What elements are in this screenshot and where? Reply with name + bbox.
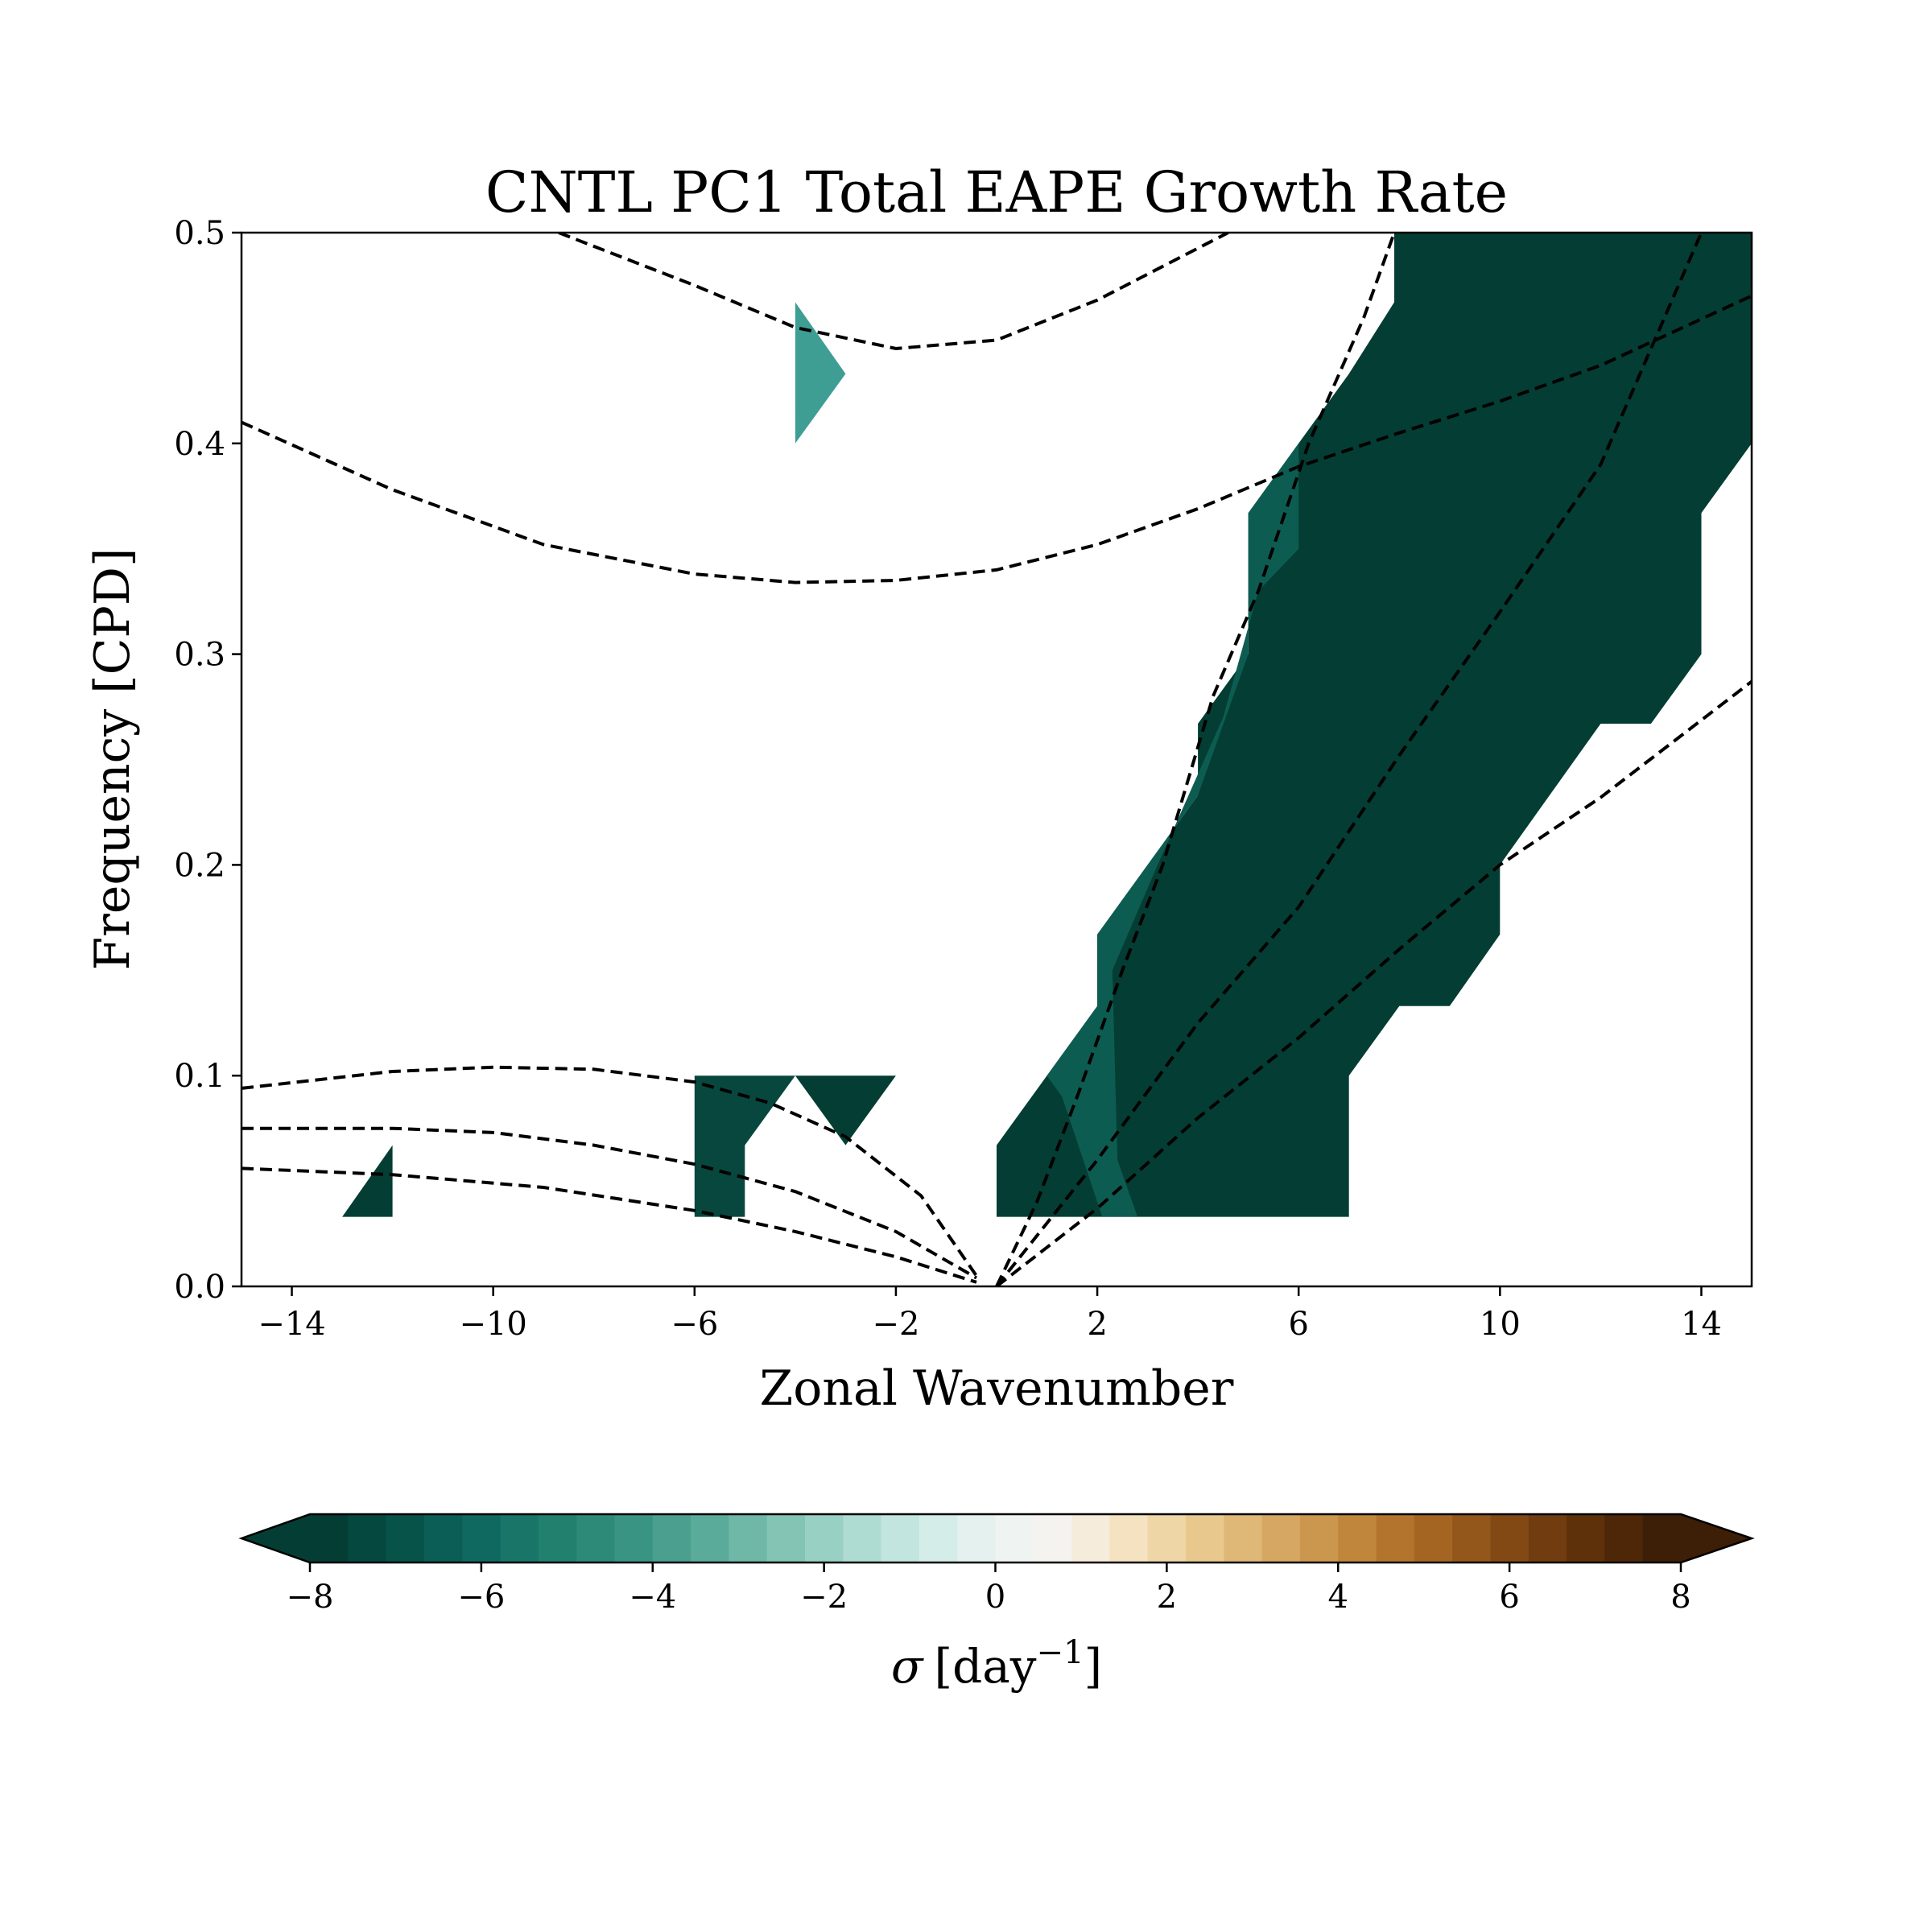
contour-region-5 [795, 302, 846, 444]
x-tick-label: 14 [1681, 1306, 1722, 1343]
colorbar-swatch [995, 1514, 1034, 1563]
colorbar-swatch [1147, 1514, 1187, 1563]
x-tick-label: −14 [258, 1306, 325, 1343]
y-tick-label: 0.1 [174, 1058, 225, 1095]
colorbar-swatch [1528, 1514, 1567, 1563]
colorbar-swatch [1567, 1514, 1605, 1563]
colorbar-label-unit: [day [934, 1639, 1036, 1694]
colorbar-swatch [1071, 1514, 1111, 1563]
dispersion-curve-3 [242, 1126, 977, 1280]
colorbar-swatch [310, 1514, 349, 1563]
colorbar-swatch [652, 1514, 691, 1563]
colorbar-swatch [386, 1514, 425, 1563]
dispersion-curve-0 [558, 233, 1229, 351]
colorbar-swatch [1186, 1514, 1224, 1563]
filled-contour-regions [342, 233, 1752, 1217]
y-tick-label: 0.4 [174, 426, 225, 463]
colorbar-swatch [1338, 1514, 1377, 1563]
colorbar-swatch [1033, 1514, 1072, 1563]
colorbar-swatch [1642, 1514, 1682, 1563]
dispersion-curves [242, 233, 1752, 1286]
colorbar-swatch [614, 1514, 654, 1563]
colorbar-swatch [766, 1514, 806, 1563]
contour-region-4 [795, 1075, 896, 1146]
colorbar-swatch [843, 1514, 882, 1563]
y-axis: 0.0 0.1 0.2 0.3 0.4 0.5 [174, 215, 242, 1306]
y-tick-label: 0.5 [174, 215, 225, 252]
colorbar-tick-label: −2 [800, 1579, 848, 1616]
colorbar-swatch [1490, 1514, 1530, 1563]
colorbar-swatch [691, 1514, 729, 1563]
colorbar [238, 1513, 1755, 1564]
colorbar-tick-label: 8 [1670, 1579, 1690, 1616]
x-axis: −14 −10 −6 −2 2 6 10 14 [258, 1286, 1722, 1343]
colorbar-extend-low [242, 1514, 310, 1563]
colorbar-swatch [881, 1514, 920, 1563]
colorbar-swatch [729, 1514, 768, 1563]
colorbar-tick-label: −8 [287, 1579, 334, 1616]
colorbar-swatch [1299, 1514, 1339, 1563]
y-axis-title: Frequency [CPD] [85, 548, 141, 971]
x-tick-label: 6 [1288, 1306, 1308, 1343]
colorbar-label-symbol: σ [891, 1639, 924, 1694]
colorbar-tick-label: 4 [1328, 1579, 1348, 1616]
x-axis-title: Zonal Wavenumber [760, 1360, 1234, 1417]
x-tick-label: −10 [459, 1306, 526, 1343]
colorbar-ticks: −8 −6 −4 −2 0 2 4 6 8 [287, 1563, 1691, 1616]
colorbar-swatch [957, 1514, 997, 1563]
dispersion-curve-7 [995, 680, 1752, 1286]
colorbar-label-close: ] [1084, 1639, 1103, 1694]
colorbar-label: σ [day−1] [891, 1634, 1102, 1694]
colorbar-swatch [1224, 1514, 1263, 1563]
colorbar-tick-label: 6 [1499, 1579, 1519, 1616]
dispersion-curve-1 [242, 294, 1752, 584]
colorbar-swatch [1109, 1514, 1149, 1563]
colorbar-swatch [1452, 1514, 1492, 1563]
colorbar-swatch [500, 1514, 539, 1563]
colorbar-swatch [919, 1514, 958, 1563]
colorbar-swatch [804, 1514, 844, 1563]
colorbar-swatch [462, 1514, 502, 1563]
x-tick-label: 2 [1087, 1306, 1107, 1343]
colorbar-extend-high [1681, 1514, 1752, 1563]
contour-region-3 [694, 1075, 795, 1217]
colorbar-swatch [538, 1514, 577, 1563]
colorbar-swatch [1376, 1514, 1415, 1563]
dispersion-curve-2 [242, 1065, 978, 1278]
plot-frame [240, 231, 1753, 1288]
colorbar-tick-label: 0 [985, 1579, 1005, 1616]
colorbar-swatch [348, 1514, 387, 1563]
colorbar-swatch [576, 1514, 616, 1563]
chart-title: CNTL PC1 Total EAPE Growth Rate [485, 159, 1508, 225]
dispersion-curve-4 [242, 1166, 977, 1284]
contour-region-1 [1046, 443, 1299, 1217]
y-tick-label: 0.3 [174, 637, 225, 674]
x-tick-label: −6 [671, 1306, 718, 1343]
contour-region-0 [997, 233, 1752, 1217]
contour-region-2 [342, 1145, 393, 1217]
colorbar-swatch [1414, 1514, 1453, 1563]
x-tick-label: −2 [872, 1306, 919, 1343]
colorbar-tick-label: −4 [629, 1579, 676, 1616]
colorbar-label-exponent: −1 [1037, 1634, 1084, 1671]
colorbar-tick-label: 2 [1157, 1579, 1177, 1616]
colorbar-swatch [423, 1514, 463, 1563]
y-tick-label: 0.0 [174, 1269, 225, 1306]
dispersion-curve-5 [995, 233, 1396, 1286]
x-tick-label: 10 [1480, 1306, 1521, 1343]
plot-area [240, 231, 1753, 1288]
colorbar-swatch [1261, 1514, 1301, 1563]
dispersion-curve-6 [995, 233, 1703, 1286]
colorbar-swatch [1604, 1514, 1644, 1563]
colorbar-tick-label: −6 [457, 1579, 505, 1616]
y-tick-label: 0.2 [174, 847, 225, 884]
